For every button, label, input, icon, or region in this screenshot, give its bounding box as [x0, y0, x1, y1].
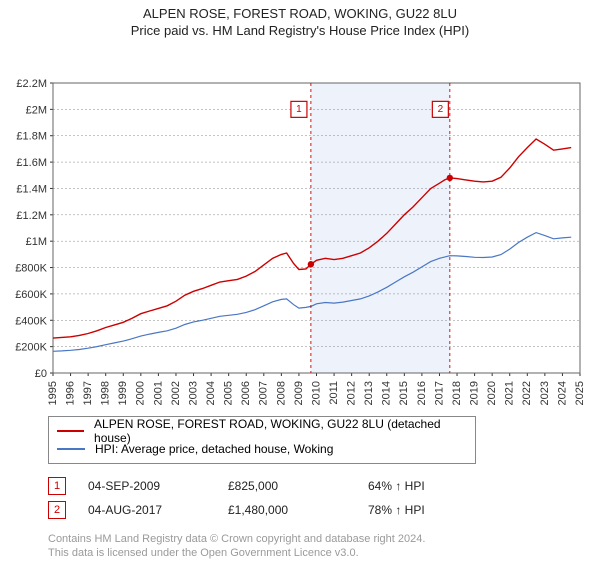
svg-text:2010: 2010: [310, 381, 322, 405]
svg-text:1996: 1996: [64, 381, 76, 405]
svg-text:£800K: £800K: [15, 263, 47, 275]
sale-date: 04-AUG-2017: [88, 503, 228, 517]
svg-text:£2.2M: £2.2M: [16, 78, 47, 90]
svg-text:£200K: £200K: [15, 342, 47, 354]
sale-marker-number: 1: [48, 477, 66, 495]
sales-markers-table: 1 04-SEP-2009£825,00064% ↑ HPI 2 04-AUG-201…: [48, 474, 568, 522]
footer-line-2: This data is licensed under the Open Gov…: [48, 546, 600, 560]
sale-price: £1,480,000: [228, 503, 368, 517]
svg-text:2: 2: [438, 104, 444, 115]
svg-text:£1.8M: £1.8M: [16, 131, 47, 143]
footer-line-1: Contains HM Land Registry data © Crown c…: [48, 532, 600, 546]
svg-text:2001: 2001: [152, 381, 164, 405]
svg-text:2004: 2004: [205, 381, 217, 405]
svg-text:2009: 2009: [293, 381, 305, 405]
svg-text:2002: 2002: [170, 381, 182, 405]
svg-text:2016: 2016: [416, 381, 428, 405]
svg-text:2006: 2006: [240, 381, 252, 405]
title-line-1: ALPEN ROSE, FOREST ROAD, WOKING, GU22 8L…: [0, 6, 600, 21]
svg-text:2013: 2013: [363, 381, 375, 405]
sale-marker-row: 2 04-AUG-2017£1,480,00078% ↑ HPI: [48, 498, 568, 522]
svg-text:£1.4M: £1.4M: [16, 183, 47, 195]
sale-marker-number: 2: [48, 501, 66, 519]
svg-text:1998: 1998: [100, 381, 112, 405]
chart-area: £0 £200K £400K £600K £800K £1M £1.2M £1.4M £1.6M…: [0, 38, 600, 408]
title-line-2: Price paid vs. HM Land Registry's House …: [0, 23, 600, 38]
legend-label: ALPEN ROSE, FOREST ROAD, WOKING, GU22 8L…: [94, 417, 467, 445]
svg-text:1995: 1995: [47, 381, 59, 405]
svg-text:2020: 2020: [486, 381, 498, 405]
legend-swatch: [57, 430, 84, 432]
legend-label: HPI: Average price, detached house, Woki…: [95, 442, 333, 456]
svg-text:2008: 2008: [275, 381, 287, 405]
svg-text:1: 1: [296, 104, 302, 115]
svg-text:2024: 2024: [556, 381, 568, 405]
svg-text:£2M: £2M: [26, 104, 47, 116]
svg-text:£0: £0: [35, 368, 47, 380]
svg-text:2000: 2000: [135, 381, 147, 405]
sale-date: 04-SEP-2009: [88, 479, 228, 493]
svg-text:2021: 2021: [504, 381, 516, 405]
legend-swatch: [57, 448, 85, 450]
svg-text:£1.2M: £1.2M: [16, 210, 47, 222]
sale-pct-vs-hpi: 78% ↑ HPI: [368, 503, 508, 517]
svg-text:1999: 1999: [117, 381, 129, 405]
svg-text:2019: 2019: [469, 381, 481, 405]
sale-pct-vs-hpi: 64% ↑ HPI: [368, 479, 508, 493]
footer-attribution: Contains HM Land Registry data © Crown c…: [48, 532, 600, 561]
svg-text:2022: 2022: [521, 381, 533, 405]
legend: ALPEN ROSE, FOREST ROAD, WOKING, GU22 8L…: [48, 416, 476, 464]
svg-text:2007: 2007: [258, 381, 270, 405]
svg-text:£1M: £1M: [26, 236, 47, 248]
svg-text:£600K: £600K: [15, 289, 47, 301]
svg-text:2012: 2012: [346, 381, 358, 405]
sale-marker-row: 1 04-SEP-2009£825,00064% ↑ HPI: [48, 474, 568, 498]
sale-price: £825,000: [228, 479, 368, 493]
svg-text:2017: 2017: [433, 381, 445, 405]
svg-text:2015: 2015: [398, 381, 410, 405]
svg-text:£400K: £400K: [15, 315, 47, 327]
svg-text:2003: 2003: [187, 381, 199, 405]
svg-text:2018: 2018: [451, 381, 463, 405]
svg-text:2025: 2025: [574, 381, 586, 405]
chart-titles: ALPEN ROSE, FOREST ROAD, WOKING, GU22 8L…: [0, 0, 600, 38]
svg-text:£1.6M: £1.6M: [16, 157, 47, 169]
legend-item: ALPEN ROSE, FOREST ROAD, WOKING, GU22 8L…: [57, 422, 467, 440]
svg-text:2014: 2014: [381, 381, 393, 405]
svg-text:1997: 1997: [82, 381, 94, 405]
svg-text:2011: 2011: [328, 381, 340, 405]
svg-text:2005: 2005: [223, 381, 235, 405]
line-chart-svg: £0 £200K £400K £600K £800K £1M £1.2M £1.4M £1.6M…: [0, 38, 600, 408]
svg-text:2023: 2023: [539, 381, 551, 405]
